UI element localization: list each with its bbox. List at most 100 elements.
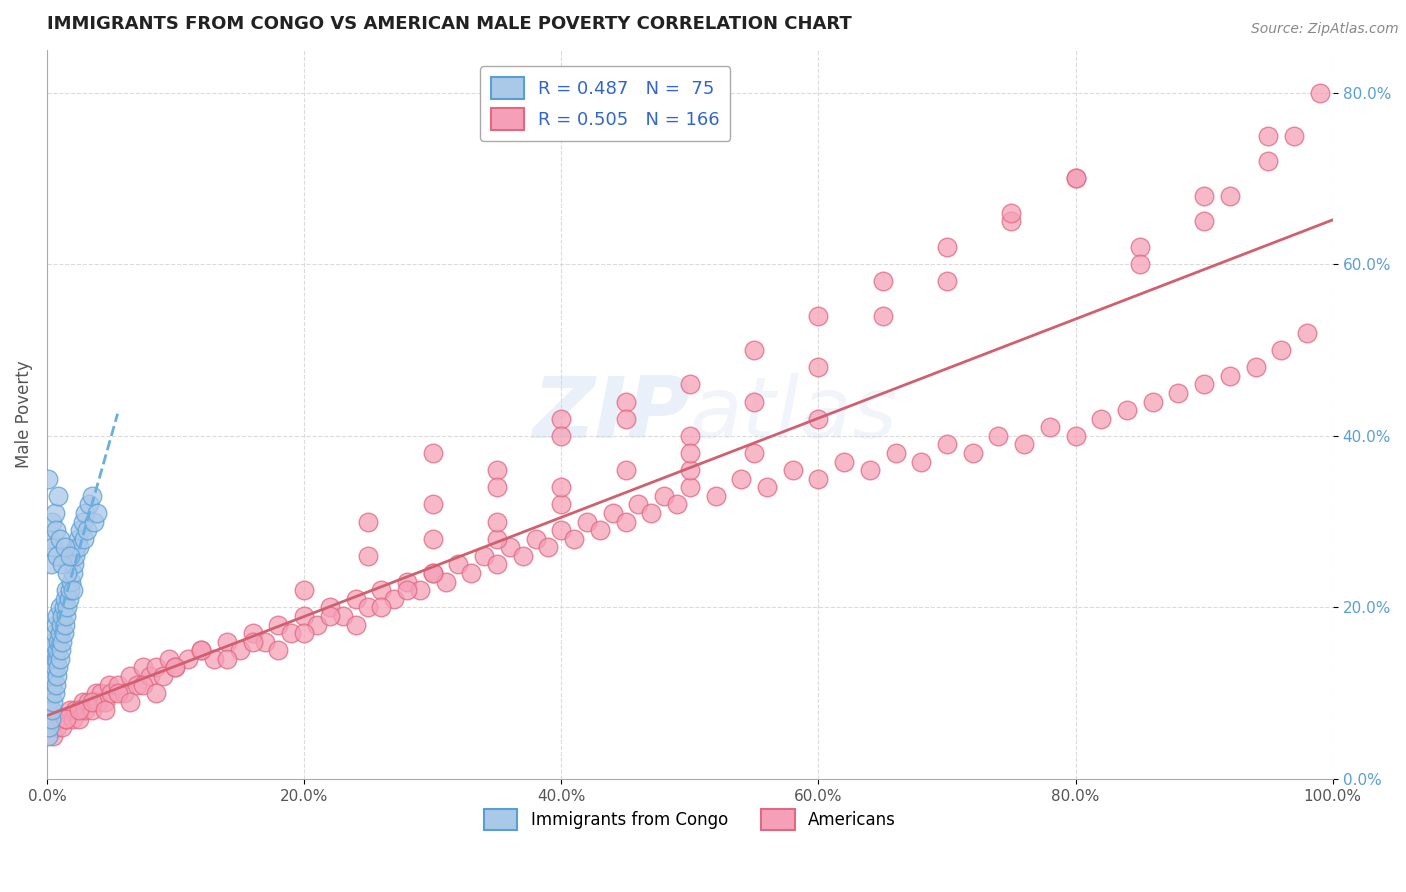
Point <box>267 643 290 657</box>
Point <box>614 411 637 425</box>
Point <box>41 515 63 529</box>
Point <box>63 558 86 572</box>
Point <box>575 515 598 529</box>
Point <box>305 617 328 632</box>
Point <box>485 463 508 477</box>
Point <box>422 566 444 580</box>
Point <box>704 489 727 503</box>
Point <box>409 583 432 598</box>
Point <box>42 695 65 709</box>
Point <box>44 626 66 640</box>
Point <box>38 695 60 709</box>
Point <box>52 626 75 640</box>
Point <box>51 609 73 624</box>
Point <box>125 677 148 691</box>
Point <box>344 617 367 632</box>
Point <box>962 446 984 460</box>
Point <box>100 686 122 700</box>
Point <box>39 643 62 657</box>
Point <box>679 429 702 443</box>
Point <box>987 429 1010 443</box>
Point <box>62 566 84 580</box>
Point <box>69 523 91 537</box>
Point <box>39 669 62 683</box>
Point <box>107 677 129 691</box>
Text: ZIP: ZIP <box>533 373 690 456</box>
Point <box>72 695 94 709</box>
Point <box>51 721 73 735</box>
Point <box>472 549 495 563</box>
Point <box>94 703 117 717</box>
Point <box>665 498 688 512</box>
Point <box>254 634 277 648</box>
Point <box>63 549 86 563</box>
Point <box>59 549 82 563</box>
Point <box>370 583 392 598</box>
Point <box>1142 394 1164 409</box>
Point <box>84 686 107 700</box>
Point <box>524 532 547 546</box>
Point <box>614 394 637 409</box>
Point <box>679 377 702 392</box>
Point <box>75 703 97 717</box>
Point <box>1282 128 1305 143</box>
Point <box>48 660 70 674</box>
Point <box>94 695 117 709</box>
Point <box>45 523 67 537</box>
Point <box>589 523 612 537</box>
Point <box>485 558 508 572</box>
Point <box>112 686 135 700</box>
Point <box>38 677 60 691</box>
Point <box>550 429 572 443</box>
Point <box>46 609 69 624</box>
Point <box>45 652 67 666</box>
Point <box>460 566 482 580</box>
Point <box>72 515 94 529</box>
Point <box>145 660 167 674</box>
Point <box>62 583 84 598</box>
Text: Source: ZipAtlas.com: Source: ZipAtlas.com <box>1251 22 1399 37</box>
Point <box>145 686 167 700</box>
Point <box>267 617 290 632</box>
Point <box>46 721 69 735</box>
Point <box>562 532 585 546</box>
Point <box>807 411 830 425</box>
Point <box>38 721 60 735</box>
Point <box>550 480 572 494</box>
Point <box>79 498 101 512</box>
Point <box>292 583 315 598</box>
Point <box>48 652 70 666</box>
Point <box>59 583 82 598</box>
Point <box>45 617 67 632</box>
Point <box>44 660 66 674</box>
Point <box>190 643 212 657</box>
Point <box>86 506 108 520</box>
Point <box>1064 171 1087 186</box>
Point <box>382 591 405 606</box>
Point <box>550 498 572 512</box>
Point <box>292 609 315 624</box>
Point <box>229 643 252 657</box>
Point <box>55 609 77 624</box>
Point <box>332 609 354 624</box>
Point <box>66 532 89 546</box>
Point <box>202 652 225 666</box>
Point <box>485 480 508 494</box>
Point <box>679 480 702 494</box>
Point <box>53 617 76 632</box>
Point <box>357 600 380 615</box>
Point <box>177 652 200 666</box>
Point <box>1296 326 1319 340</box>
Point <box>742 394 765 409</box>
Point <box>63 703 86 717</box>
Point <box>83 515 105 529</box>
Point <box>42 729 65 743</box>
Point <box>859 463 882 477</box>
Point <box>80 489 103 503</box>
Point <box>48 489 70 503</box>
Point <box>45 677 67 691</box>
Point <box>165 660 187 674</box>
Point <box>602 506 624 520</box>
Point <box>55 583 77 598</box>
Point <box>39 558 62 572</box>
